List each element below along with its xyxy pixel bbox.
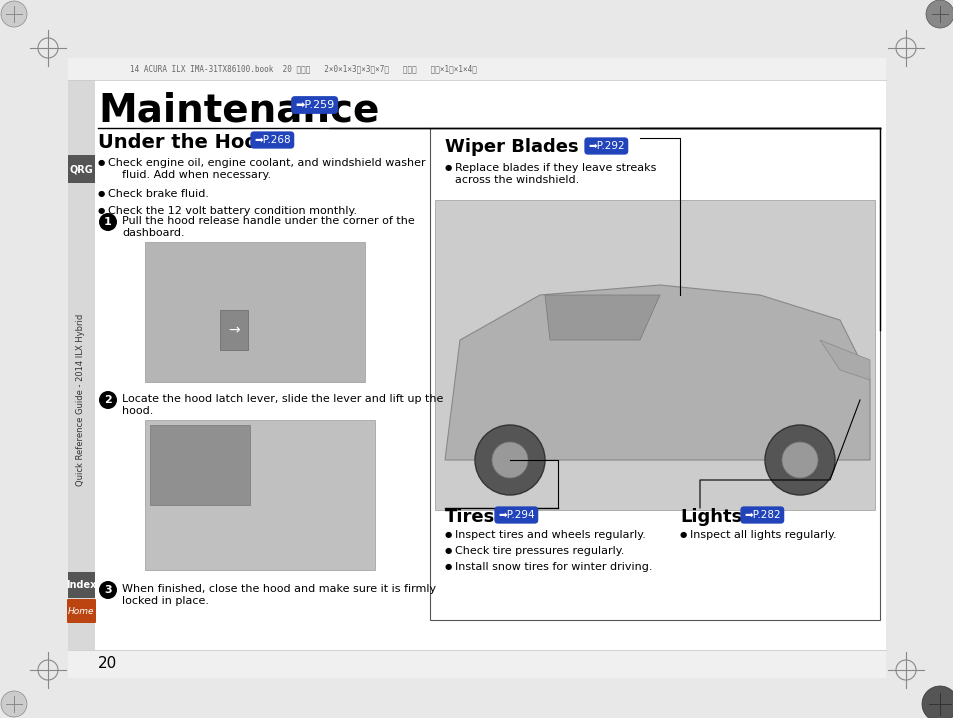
Text: Tires: Tires xyxy=(444,508,495,526)
Circle shape xyxy=(921,686,953,718)
Bar xyxy=(68,58,885,80)
Circle shape xyxy=(99,581,117,599)
Polygon shape xyxy=(544,295,659,340)
Circle shape xyxy=(764,425,834,495)
Text: ●: ● xyxy=(679,530,686,539)
Circle shape xyxy=(781,442,817,478)
Bar xyxy=(145,242,365,382)
Text: Home: Home xyxy=(68,607,94,615)
Polygon shape xyxy=(444,285,869,460)
Circle shape xyxy=(99,213,117,231)
Text: Replace blades if they leave streaks
across the windshield.: Replace blades if they leave streaks acr… xyxy=(455,163,656,185)
Circle shape xyxy=(1,691,27,717)
Bar xyxy=(68,155,95,183)
Text: →: → xyxy=(228,323,239,337)
Text: When finished, close the hood and make sure it is firmly
locked in place.: When finished, close the hood and make s… xyxy=(122,584,436,605)
Text: 14 ACURA ILX IMA-31TX86100.book  20 ページ   2×0×1×3年×3月×7日   木曜日   午後×1時×1×4分: 14 ACURA ILX IMA-31TX86100.book 20 ページ 2… xyxy=(130,65,476,73)
Bar xyxy=(68,58,885,678)
Bar xyxy=(150,425,250,505)
Text: Under the Hood: Under the Hood xyxy=(98,133,272,152)
Text: Inspect all lights regularly.: Inspect all lights regularly. xyxy=(689,530,836,540)
Text: 1: 1 xyxy=(104,217,112,227)
Text: ➡P.294: ➡P.294 xyxy=(497,510,534,520)
Text: ●: ● xyxy=(98,158,105,167)
Text: ●: ● xyxy=(98,189,105,198)
Text: ●: ● xyxy=(444,562,452,571)
Bar xyxy=(435,200,874,510)
Text: Wiper Blades: Wiper Blades xyxy=(444,138,578,156)
Bar xyxy=(220,310,248,350)
Text: Install snow tires for winter driving.: Install snow tires for winter driving. xyxy=(455,562,652,572)
Circle shape xyxy=(925,0,953,28)
Circle shape xyxy=(99,391,117,409)
Text: Quick Reference Guide - 2014 ILX Hybrid: Quick Reference Guide - 2014 ILX Hybrid xyxy=(76,314,86,486)
Text: ➡P.259: ➡P.259 xyxy=(294,100,334,110)
Text: ●: ● xyxy=(444,163,452,172)
Text: 2: 2 xyxy=(104,395,112,405)
Text: ●: ● xyxy=(444,546,452,555)
Text: Check engine oil, engine coolant, and windshield washer
    fluid. Add when nece: Check engine oil, engine coolant, and wi… xyxy=(108,158,425,180)
Bar xyxy=(430,128,879,620)
Text: ➡P.282: ➡P.282 xyxy=(743,510,780,520)
Polygon shape xyxy=(820,340,869,380)
Text: 20: 20 xyxy=(98,656,117,671)
Text: 3: 3 xyxy=(104,585,112,595)
Bar xyxy=(68,650,885,678)
Text: Locate the hood latch lever, slide the lever and lift up the
hood.: Locate the hood latch lever, slide the l… xyxy=(122,394,443,416)
Text: Maintenance: Maintenance xyxy=(98,92,379,130)
Bar xyxy=(145,420,375,570)
Text: ●: ● xyxy=(444,530,452,539)
Circle shape xyxy=(475,425,544,495)
FancyBboxPatch shape xyxy=(67,599,96,623)
Text: Pull the hood release handle under the corner of the
dashboard.: Pull the hood release handle under the c… xyxy=(122,216,415,238)
Text: Index: Index xyxy=(66,580,96,590)
Text: Check the 12 volt battery condition monthly.: Check the 12 volt battery condition mont… xyxy=(108,206,356,216)
Text: Check tire pressures regularly.: Check tire pressures regularly. xyxy=(455,546,623,556)
Circle shape xyxy=(492,442,527,478)
Text: Lights: Lights xyxy=(679,508,741,526)
Text: Inspect tires and wheels regularly.: Inspect tires and wheels regularly. xyxy=(455,530,645,540)
Text: Check brake fluid.: Check brake fluid. xyxy=(108,189,209,199)
Text: ➡P.268: ➡P.268 xyxy=(253,135,291,145)
Text: ➡P.292: ➡P.292 xyxy=(587,141,624,151)
Circle shape xyxy=(1,1,27,27)
Text: QRG: QRG xyxy=(69,164,92,174)
Bar xyxy=(68,80,95,650)
Text: ●: ● xyxy=(98,206,105,215)
Bar xyxy=(68,572,95,598)
